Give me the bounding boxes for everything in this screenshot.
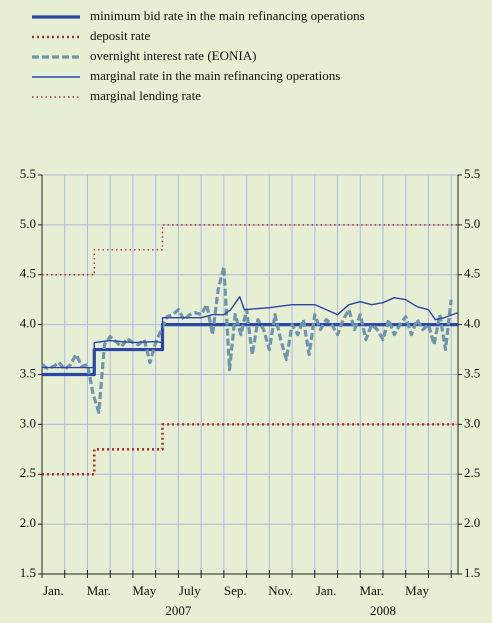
legend-label: overnight interest rate (EONIA) [90,48,256,63]
y2-tick-label: 2.5 [464,465,480,480]
x-tick-label: May [132,583,156,598]
legend-label: marginal rate in the main refinancing op… [90,68,340,83]
y-tick-label: 2.0 [20,515,36,530]
x-tick-label: Mar. [87,583,111,598]
x-tick-label: May [405,583,429,598]
y-tick-label: 4.5 [20,266,36,281]
series-line [42,295,459,369]
y-tick-label: 5.0 [20,216,36,231]
y-tick-label: 1.5 [20,565,36,580]
x-year-label: 2008 [370,603,396,618]
y2-tick-label: 4.0 [464,316,480,331]
y2-tick-label: 3.0 [464,415,480,430]
y-tick-label: 3.5 [20,365,36,380]
legend-label: minimum bid rate in the main refinancing… [90,8,365,23]
y2-tick-label: 5.0 [464,216,480,231]
legend-label: marginal lending rate [90,88,201,103]
series-line [42,423,458,476]
y-tick-label: 2.5 [20,465,36,480]
x-tick-label: Mar. [360,583,384,598]
x-tick-label: Nov. [268,583,293,598]
series-line [42,323,458,377]
y-tick-label: 3.0 [20,415,36,430]
y-tick-label: 4.0 [20,316,36,331]
y2-tick-label: 1.5 [464,565,480,580]
y2-tick-label: 3.5 [464,365,480,380]
y-tick-label: 5.5 [20,166,36,181]
x-tick-label: Jan. [43,583,64,598]
x-year-label: 2007 [165,603,192,618]
y2-tick-label: 4.5 [464,266,480,281]
x-tick-label: Sep. [224,583,247,598]
y2-tick-label: 2.0 [464,515,480,530]
x-tick-label: Jan. [316,583,337,598]
x-tick-label: July [179,583,201,598]
legend-label: deposit rate [90,28,151,43]
y2-tick-label: 5.5 [464,166,480,181]
series-line [42,224,458,276]
